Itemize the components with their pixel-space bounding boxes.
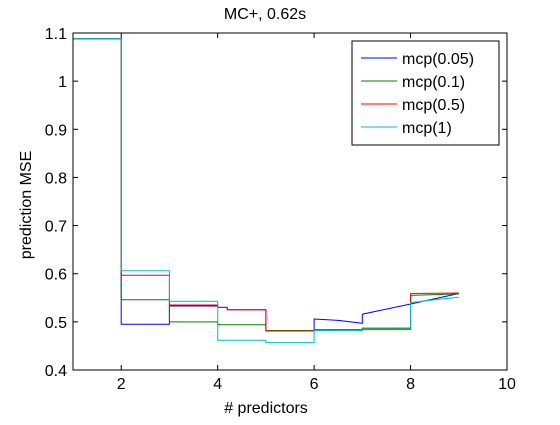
x-axis-label: # predictors — [224, 400, 308, 417]
x-tick-label: 8 — [406, 376, 415, 393]
chart-title: MC+, 0.62s — [224, 6, 306, 23]
legend-label: mcp(0.1) — [402, 74, 465, 91]
x-tick-label: 6 — [310, 376, 319, 393]
legend-label: mcp(0.5) — [402, 97, 465, 114]
y-tick-label: 0.7 — [45, 219, 67, 236]
legend-label: mcp(0.05) — [402, 51, 474, 68]
y-tick-label: 0.8 — [45, 170, 67, 187]
axes-frame — [72, 32, 508, 371]
y-axis-label: prediction MSE — [18, 151, 35, 260]
y-tick-label: 0.6 — [45, 267, 67, 284]
x-tick-label: 10 — [498, 376, 516, 393]
y-tick-label: 1.1 — [45, 26, 67, 43]
x-tick-label: 4 — [213, 376, 222, 393]
legend-label: mcp(1) — [402, 120, 452, 137]
y-tick-label: 0.9 — [45, 122, 67, 139]
y-tick-label: 0.4 — [45, 363, 67, 380]
y-tick-label: 0.5 — [45, 315, 67, 332]
x-tick-label: 2 — [117, 376, 126, 393]
series-line-mcp(1) — [73, 38, 459, 344]
y-tick-label: 1 — [58, 74, 67, 91]
legend: mcp(0.05) mcp(0.1) mcp(0.5) mcp(1) — [351, 40, 500, 146]
